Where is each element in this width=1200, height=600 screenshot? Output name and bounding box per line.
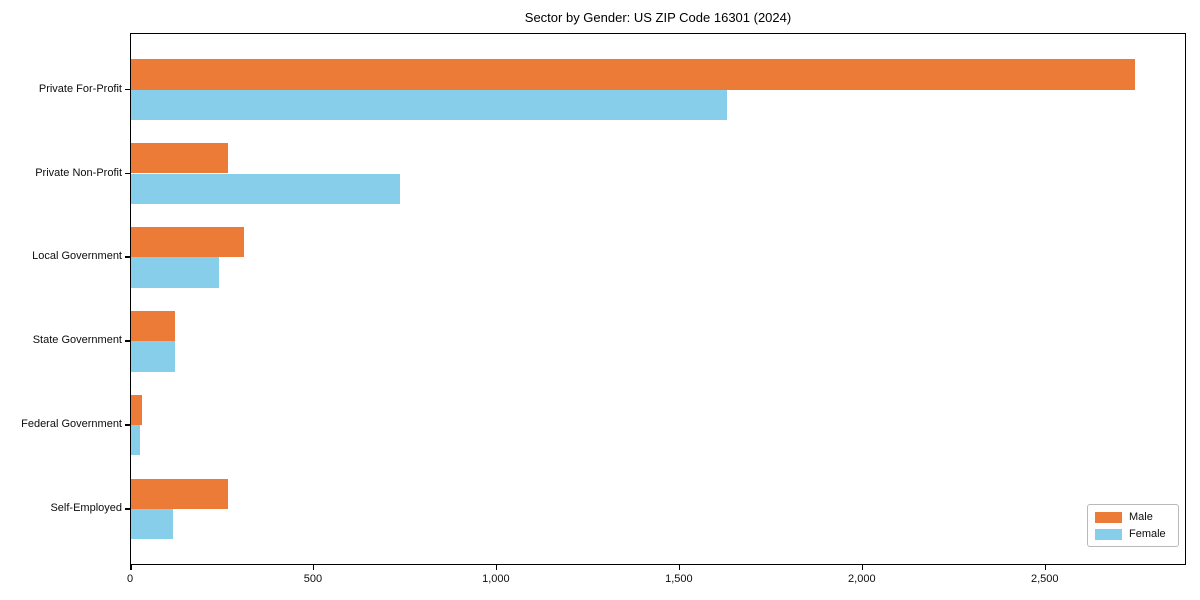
bar-male-2: [131, 143, 228, 174]
x-tick-mark: [312, 565, 315, 570]
bar-male-5: [131, 394, 142, 426]
x-tick-label: 0: [126, 573, 134, 585]
x-tick-label: 2,500: [1030, 573, 1059, 585]
bar-male-1: [131, 59, 1136, 90]
x-tick-mark: [1044, 565, 1047, 570]
bar-female-1: [131, 89, 728, 120]
legend-entry-male: Male: [1095, 511, 1170, 523]
x-tick-label: 2,000: [848, 573, 876, 585]
x-tick-mark: [861, 565, 864, 570]
female-swatch-icon: [1095, 528, 1122, 540]
bar-male-6: [131, 478, 228, 510]
x-tick-label: 1,000: [482, 573, 510, 585]
x-tick-mark: [495, 565, 498, 570]
legend-entry-female: Female: [1095, 528, 1170, 540]
y-tick-mark: [125, 424, 130, 426]
y-tick-mark: [125, 172, 130, 174]
x-tick-mark: [130, 565, 132, 570]
bar-female-3: [131, 257, 219, 288]
x-tick-label: 1,500: [665, 573, 693, 585]
y-tick-label: Federal Government: [21, 418, 122, 431]
bar-male-4: [131, 311, 175, 342]
y-tick-label: State Government: [32, 334, 122, 347]
y-tick-label: Self-Employed: [50, 502, 122, 515]
y-tick-mark: [125, 256, 130, 258]
x-tick-mark: [678, 565, 681, 570]
legend-label-male: Male: [1129, 511, 1153, 523]
chart-title: Sector by Gender: US ZIP Code 16301 (202…: [524, 10, 792, 25]
x-tick-label: 500: [303, 573, 323, 585]
y-tick-label: Local Government: [32, 250, 122, 263]
y-tick-mark: [125, 88, 130, 91]
legend-label-female: Female: [1129, 528, 1166, 540]
bar-female-4: [131, 341, 175, 372]
bar-female-2: [131, 173, 400, 204]
bar-male-3: [131, 227, 245, 258]
y-tick-label: Private Non-Profit: [35, 166, 122, 179]
bar-female-6: [131, 509, 174, 540]
plot-area: [130, 33, 1186, 565]
y-tick-mark: [125, 340, 130, 342]
male-swatch-icon: [1095, 511, 1122, 523]
bar-female-5: [131, 425, 141, 456]
y-tick-mark: [125, 508, 130, 510]
y-tick-label: Private For-Profit: [38, 82, 122, 95]
legend: Male Female: [1087, 504, 1179, 547]
